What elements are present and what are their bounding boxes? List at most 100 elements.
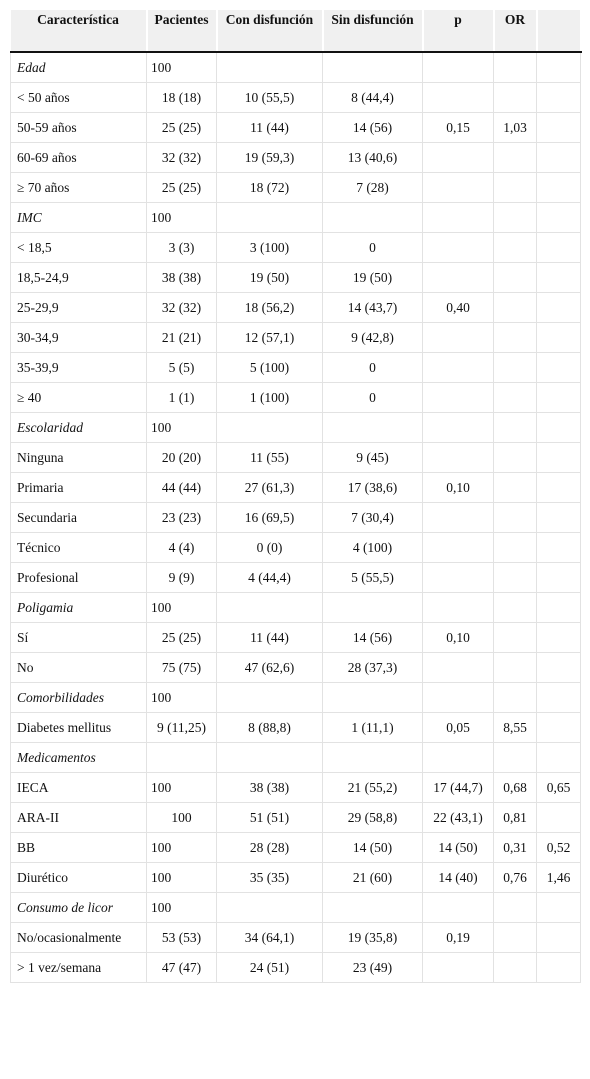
- cell: 35-39,9: [10, 351, 147, 383]
- cell: 8,55: [493, 711, 537, 743]
- cell: [493, 501, 537, 533]
- cell: ≥ 70 años: [10, 171, 147, 203]
- cell: [536, 621, 581, 653]
- header-cell: Característica: [10, 10, 148, 53]
- cell: 8 (88,8): [216, 711, 323, 743]
- cell: [422, 591, 494, 623]
- data-row: 60-69 años 32 (32) 19 (59,3) 13 (40,6): [10, 141, 581, 173]
- cell: 23 (49): [322, 951, 423, 983]
- section-row: Escolaridad 100: [10, 411, 581, 443]
- cell: 53 (53): [146, 921, 217, 953]
- cell: [422, 531, 494, 563]
- cell: [493, 471, 537, 503]
- cell: [422, 81, 494, 113]
- cell: No: [10, 651, 147, 683]
- cell: 20 (20): [146, 441, 217, 473]
- cell: [536, 81, 581, 113]
- cell: Sí: [10, 621, 147, 653]
- section-row: Consumo de licor 100: [10, 891, 581, 923]
- cell: [422, 681, 494, 713]
- cell: 18 (56,2): [216, 291, 323, 323]
- section-title: Consumo de licor: [10, 891, 147, 923]
- data-row: Sí 25 (25) 11 (44) 14 (56) 0,10: [10, 621, 581, 653]
- cell: > 1 vez/semana: [10, 951, 147, 983]
- cell: [536, 111, 581, 143]
- cell: [493, 81, 537, 113]
- cell: [422, 951, 494, 983]
- cell: Primaria: [10, 471, 147, 503]
- cell: [536, 291, 581, 323]
- cell: 5 (55,5): [322, 561, 423, 593]
- cell: [422, 321, 494, 353]
- cell: [536, 261, 581, 293]
- cell: [536, 381, 581, 413]
- cell: 19 (50): [216, 261, 323, 293]
- data-row: Técnico 4 (4) 0 (0) 4 (100): [10, 531, 581, 563]
- cell: 28 (28): [216, 831, 323, 863]
- cell: [536, 231, 581, 263]
- cell: 18 (72): [216, 171, 323, 203]
- cell: [322, 681, 423, 713]
- data-row: ARA-II 100 51 (51) 29 (58,8) 22 (43,1) 0,81: [10, 801, 581, 833]
- cell: [493, 891, 537, 923]
- cell: 21 (21): [146, 321, 217, 353]
- cell: 5 (5): [146, 351, 217, 383]
- cell: 50-59 años: [10, 111, 147, 143]
- data-row: Secundaria 23 (23) 16 (69,5) 7 (30,4): [10, 501, 581, 533]
- data-row: No 75 (75) 47 (62,6) 28 (37,3): [10, 651, 581, 683]
- cell: 34 (64,1): [216, 921, 323, 953]
- cell: 100: [146, 831, 217, 863]
- cell: < 18,5: [10, 231, 147, 263]
- cell: 0: [322, 381, 423, 413]
- cell: [422, 141, 494, 173]
- cell: Diurético: [10, 861, 147, 893]
- cell: [322, 411, 423, 443]
- cell: 35 (35): [216, 861, 323, 893]
- cell: [493, 171, 537, 203]
- cell: 75 (75): [146, 651, 217, 683]
- data-row: 30-34,9 21 (21) 12 (57,1) 9 (42,8): [10, 321, 581, 353]
- cell: 0,05: [422, 711, 494, 743]
- cell: [493, 141, 537, 173]
- cell: 0,68: [493, 771, 537, 803]
- cell: Diabetes mellitus: [10, 711, 147, 743]
- cell: [536, 681, 581, 713]
- cell: 1 (1): [146, 381, 217, 413]
- section-total: [146, 741, 217, 773]
- cell: 0: [322, 351, 423, 383]
- cell: 47 (62,6): [216, 651, 323, 683]
- cell: 0,31: [493, 831, 537, 863]
- cell: 4 (44,4): [216, 561, 323, 593]
- section-total: 100: [146, 681, 217, 713]
- cell: 0,10: [422, 471, 494, 503]
- cell: 22 (43,1): [422, 801, 494, 833]
- data-row: < 50 años 18 (18) 10 (55,5) 8 (44,4): [10, 81, 581, 113]
- cell: ≥ 40: [10, 381, 147, 413]
- cell: [536, 561, 581, 593]
- data-row: ≥ 40 1 (1) 1 (100) 0: [10, 381, 581, 413]
- cell: < 50 años: [10, 81, 147, 113]
- cell: [536, 321, 581, 353]
- cell: 100: [146, 801, 217, 833]
- cell: 3 (3): [146, 231, 217, 263]
- header-cell: [536, 10, 582, 53]
- data-row: 50-59 años 25 (25) 11 (44) 14 (56) 0,15 1,03: [10, 111, 581, 143]
- header-cell: Sin disfunción: [322, 10, 424, 53]
- cell: 1,03: [493, 111, 537, 143]
- cell: [493, 261, 537, 293]
- cell: 32 (32): [146, 291, 217, 323]
- cell: 32 (32): [146, 141, 217, 173]
- cell: [422, 561, 494, 593]
- cell: [536, 801, 581, 833]
- section-total: 100: [146, 201, 217, 233]
- cell: [216, 891, 323, 923]
- cell: 0: [322, 231, 423, 263]
- cell: [493, 651, 537, 683]
- cell: 19 (59,3): [216, 141, 323, 173]
- cell: 28 (37,3): [322, 651, 423, 683]
- cell: 27 (61,3): [216, 471, 323, 503]
- cell: 9 (9): [146, 561, 217, 593]
- cell: [422, 501, 494, 533]
- cell: [493, 591, 537, 623]
- cell: 21 (60): [322, 861, 423, 893]
